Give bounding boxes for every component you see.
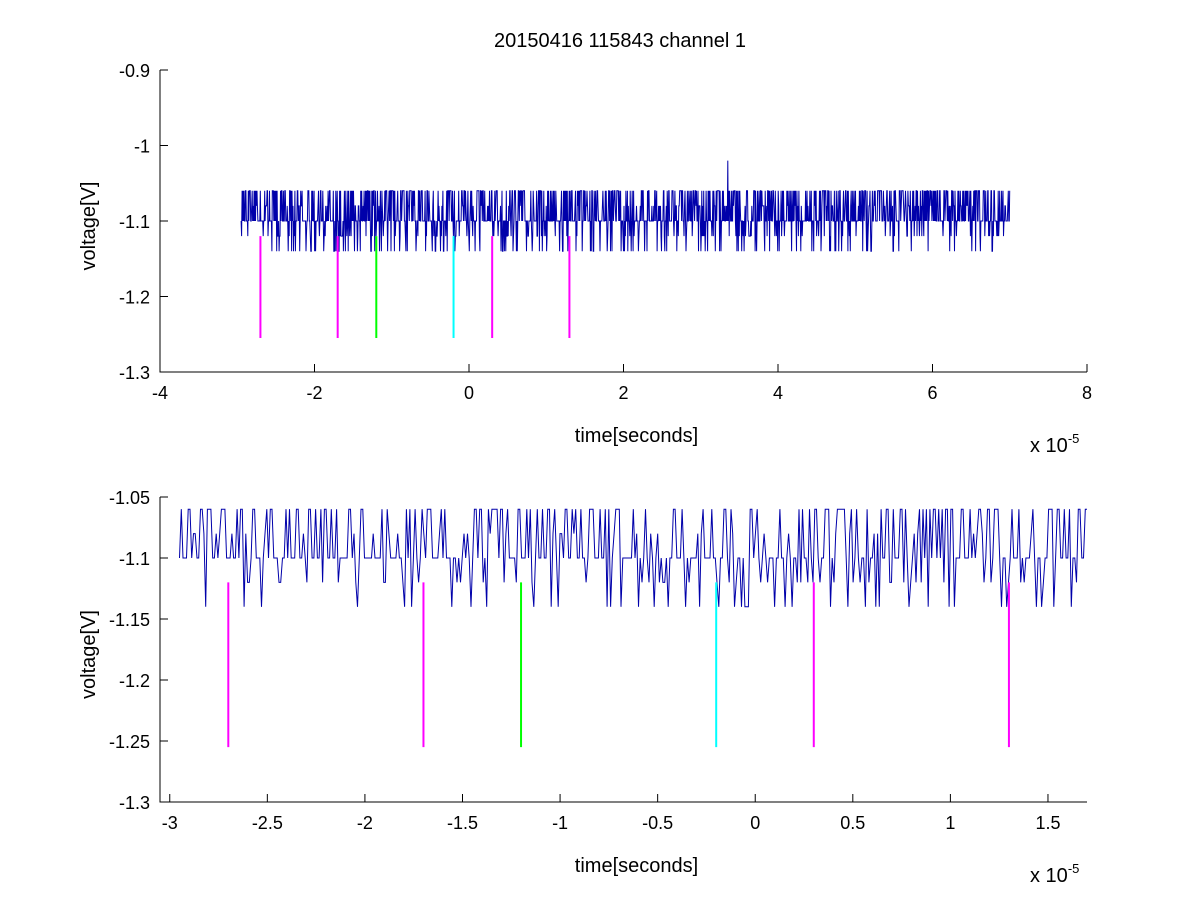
top-y-tick-label: -1.1: [119, 212, 150, 232]
top-axes: -4 -2 0 2 4 6 8 -1.3 -1.2 -1.1 -1 -0.9: [119, 61, 1092, 403]
top-x-exponent: x 10-5: [1030, 431, 1079, 457]
bottom-x-axis-label: time[seconds]: [575, 855, 698, 877]
top-x-axis-label: time[seconds]: [575, 425, 698, 447]
bottom-x-tick-label: 1: [945, 813, 955, 833]
top-x-tick-label: 2: [618, 383, 628, 403]
top-x-tick-label: 0: [464, 383, 474, 403]
top-y-tick-label: -1: [134, 137, 150, 157]
top-x-tick-label: 6: [927, 383, 937, 403]
bottom-x-tick-label: -2: [357, 813, 373, 833]
top-x-tick-label: 8: [1082, 383, 1092, 403]
bottom-y-tick-label: -1.2: [119, 671, 150, 691]
top-y-tick-label: -1.2: [119, 288, 150, 308]
bottom-marker-layer: [227, 582, 1010, 748]
bottom-x-tick-label: -3: [162, 813, 178, 833]
bottom-x-exponent-power: -5: [1068, 861, 1080, 876]
bottom-x-tick-label: -2.5: [252, 813, 283, 833]
top-y-tick-label: -0.9: [119, 61, 150, 81]
bottom-x-tick-label: 1.5: [1035, 813, 1060, 833]
top-plot: -4 -2 0 2 4 6 8 -1.3 -1.2 -1.1 -1 -0.9 time[seconds…: [78, 61, 1092, 457]
bottom-x-tick-label: -1: [552, 813, 568, 833]
top-signal-line: [240, 160, 1011, 252]
top-x-exponent-base: x 10: [1030, 435, 1068, 457]
bottom-y-tick-label: -1.25: [109, 732, 150, 752]
top-y-axis-label: voltage[V]: [78, 182, 100, 271]
bottom-y-tick-label: -1.15: [109, 610, 150, 630]
bottom-x-tick-label: 0: [750, 813, 760, 833]
chart-title: 20150416 115843 channel 1: [494, 30, 746, 52]
bottom-x-tick-label: -1.5: [447, 813, 478, 833]
bottom-x-tick-label: -0.5: [642, 813, 673, 833]
bottom-y-tick-label: -1.3: [119, 793, 150, 813]
bottom-y-axis-label: voltage[V]: [78, 610, 100, 699]
top-y-tick-label: -1.3: [119, 363, 150, 383]
bottom-x-exponent-base: x 10: [1030, 865, 1068, 887]
bottom-y-tick-label: -1.1: [119, 549, 150, 569]
top-x-exponent-power: -5: [1068, 431, 1080, 446]
bottom-y-tick-label: -1.05: [109, 488, 150, 508]
top-x-tick-label: 4: [773, 383, 783, 403]
bottom-x-exponent: x 10-5: [1030, 861, 1079, 887]
top-marker-layer: [259, 236, 571, 339]
top-x-tick-label: -2: [306, 383, 322, 403]
bottom-plot: -3 -2.5 -2 -1.5 -1 -0.5 0 0.5 1 1.5 -1.3 -1.25 -1.2 -…: [78, 488, 1087, 887]
bottom-signal-layer: [179, 508, 1087, 608]
bottom-axes: -3 -2.5 -2 -1.5 -1 -0.5 0 0.5 1 1.5 -1.3 -1.25 -1.2 -…: [109, 488, 1087, 833]
bottom-signal-line: [179, 508, 1087, 608]
top-signal-layer: [240, 160, 1011, 252]
bottom-x-tick-label: 0.5: [840, 813, 865, 833]
top-x-tick-label: -4: [152, 383, 168, 403]
